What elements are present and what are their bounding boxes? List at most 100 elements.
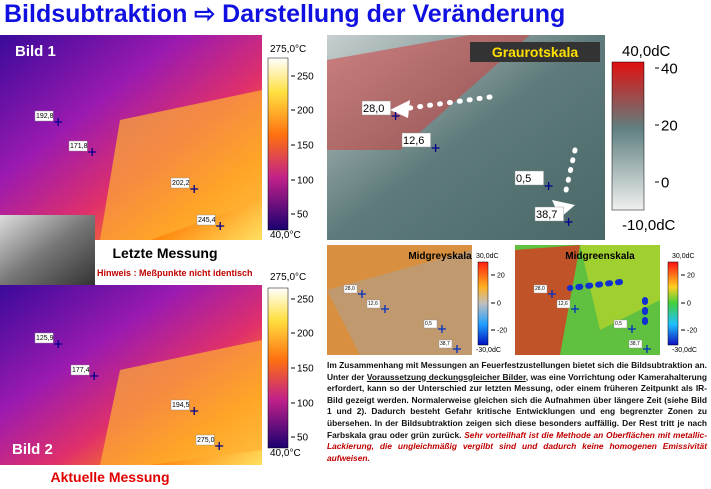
measure-point	[190, 407, 199, 415]
measure-point	[54, 118, 63, 126]
scale-min: -30,0dC	[672, 347, 697, 354]
label-box	[68, 140, 88, 152]
measure-point	[381, 305, 389, 313]
measure-point	[358, 290, 366, 298]
scale-max: 40,0dC	[622, 43, 671, 60]
arrow	[567, 279, 623, 291]
image-title: Midgreenskala	[565, 251, 635, 262]
scale-tick-label: -20	[687, 327, 697, 334]
image-title: Graurotskala	[492, 44, 579, 60]
label-box	[533, 284, 548, 294]
point-label: 194,5	[172, 402, 190, 409]
point-label: 12,6	[558, 301, 568, 307]
scale-min: -30,0dC	[476, 347, 501, 354]
point-label: 192,8	[36, 113, 54, 120]
scale-tick-label: 20	[661, 117, 678, 134]
scale-tick-label: 20	[687, 272, 695, 279]
scale-max: 30,0dC	[672, 253, 695, 260]
point-label: 125,9	[36, 335, 54, 342]
image-title: Midgreyskala	[408, 251, 472, 262]
scale-tick-label: 20	[497, 272, 505, 279]
measure-point	[544, 182, 553, 190]
photo-inset	[0, 215, 95, 285]
measure-point	[628, 325, 636, 333]
measure-point	[564, 218, 573, 226]
arrow-head	[390, 100, 410, 118]
scale-tick-label: 40	[661, 60, 678, 77]
caption: Aktuelle Messung	[50, 469, 169, 485]
point-label: 177,4	[72, 367, 90, 374]
measure-point	[216, 222, 225, 230]
label-box	[423, 319, 438, 329]
scale-tick-label: 150	[297, 141, 314, 152]
text: Im Zusammenhang mit Messungen an Feuerfe…	[327, 360, 707, 382]
measure-point	[548, 290, 556, 298]
red-zone	[327, 35, 530, 150]
scale-tick-label: 0	[661, 174, 669, 191]
point-label: 202,2	[172, 180, 190, 187]
scale-max: 275,0°C	[270, 272, 306, 283]
scale-tick-label: 150	[297, 364, 314, 375]
measure-point	[431, 144, 440, 152]
point-label: 28,0	[535, 286, 545, 292]
label-box	[34, 110, 54, 122]
label-box	[628, 339, 643, 349]
scale-min: 40,0°C	[270, 448, 301, 459]
label-box	[170, 399, 190, 411]
zone	[327, 250, 472, 355]
color-scale	[477, 261, 489, 346]
note: Hinweis : Meßpunkte nicht identisch	[97, 268, 253, 278]
image-label: Bild 2	[12, 441, 53, 458]
scale-tick-label: 200	[297, 106, 314, 117]
point-label: 28,0	[363, 103, 384, 115]
description: Im Zusammenhang mit Messungen an Feuerfe…	[327, 360, 707, 464]
label-box	[196, 214, 216, 226]
scale-tick-label: 0	[687, 300, 691, 307]
scale-tick-label: 200	[297, 329, 314, 340]
text: Sehr vorteilhaft ist die Methode an Ober…	[327, 429, 708, 463]
color-scale	[667, 261, 679, 346]
image-label: Bild 1	[15, 43, 56, 60]
point-label: 0,5	[615, 321, 622, 327]
measure-point	[90, 372, 99, 380]
label-box	[514, 170, 544, 186]
point-label: 38,7	[536, 209, 557, 221]
color-scale	[267, 57, 289, 231]
label-box	[170, 177, 190, 189]
scale-max: 275,0°C	[270, 44, 306, 55]
arrow	[562, 147, 578, 198]
label-box	[556, 299, 571, 309]
label-box	[366, 299, 381, 309]
scale-tick-label: -20	[497, 327, 507, 334]
text: , was eine Vorrichtung oder Kamerahalter…	[327, 371, 707, 440]
hot-zone	[100, 90, 262, 240]
scale-tick-label: 100	[297, 176, 314, 187]
red-zone	[515, 245, 580, 355]
point-label: 275,0	[197, 437, 215, 444]
point-label: 12,6	[368, 301, 378, 307]
label-box	[70, 364, 90, 376]
point-label: 0,5	[516, 173, 531, 185]
point-label: 38,7	[440, 341, 450, 347]
measure-point	[453, 345, 461, 353]
text: Voraussetzung deckungsgleicher Bilder	[366, 371, 526, 382]
label-box	[343, 284, 358, 294]
scale-tick-label: 250	[297, 295, 314, 306]
label-box	[613, 319, 628, 329]
arrow	[407, 94, 493, 111]
label-box	[195, 434, 215, 446]
label-box	[534, 206, 564, 222]
measure-point	[88, 148, 97, 156]
measure-point	[643, 345, 651, 353]
title-box	[470, 42, 600, 62]
measure-point	[190, 185, 199, 193]
measure-point	[215, 442, 224, 450]
label-box	[34, 332, 54, 344]
scale-tick-label: 50	[297, 433, 309, 444]
point-label: 245,4	[198, 217, 216, 224]
color-scale	[611, 61, 645, 211]
scale-max: 30,0dC	[476, 253, 499, 260]
caption: Letzte Messung	[112, 245, 217, 261]
measure-point	[438, 325, 446, 333]
